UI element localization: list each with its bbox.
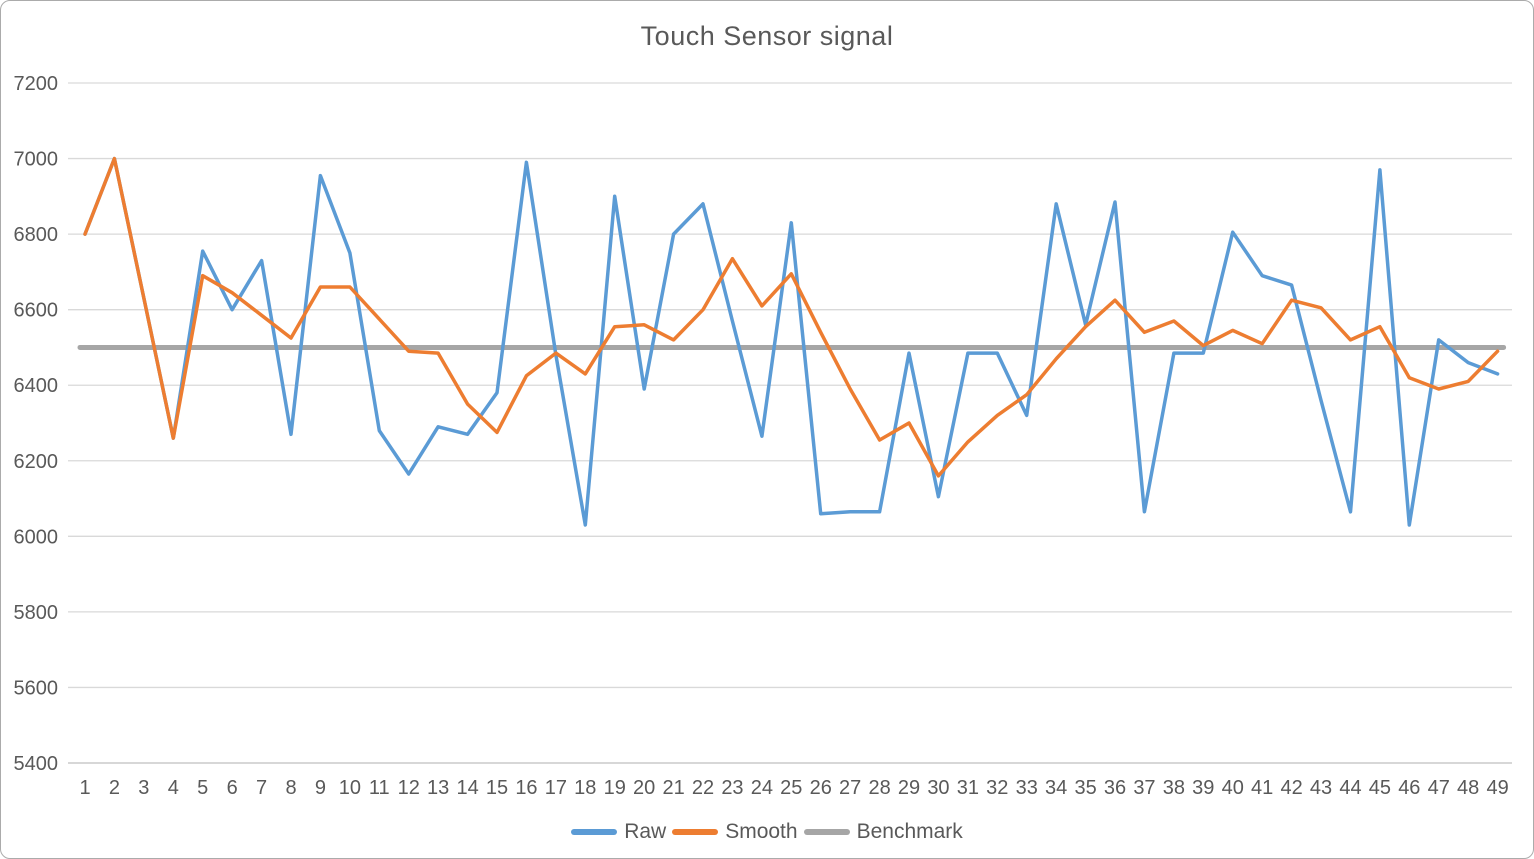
legend-item-smooth[interactable]: Smooth: [672, 820, 798, 844]
smooth-series-line: [83, 156, 1500, 478]
x-tick-label: 29: [898, 777, 920, 799]
x-tick-label: 38: [1163, 777, 1185, 799]
x-tick-label: 15: [486, 777, 508, 799]
raw-series-line: [83, 156, 1500, 527]
x-tick-label: 12: [398, 777, 420, 799]
x-tick-label: 3: [138, 777, 149, 799]
x-tick-label: 37: [1133, 777, 1155, 799]
legend-item-raw[interactable]: Raw: [571, 820, 666, 844]
y-tick-label: 6400: [14, 375, 59, 397]
x-tick-label: 4: [168, 777, 179, 799]
legend-label-benchmark: Benchmark: [856, 820, 963, 843]
x-tick-label: 8: [285, 777, 296, 799]
x-tick-label: 46: [1398, 777, 1420, 799]
legend: Raw Smooth Benchmark: [1, 820, 1533, 844]
x-tick-label: 24: [751, 777, 773, 799]
y-tick-label: 6800: [14, 224, 59, 246]
x-tick-label: 40: [1222, 777, 1244, 799]
y-tick-label: 5800: [14, 602, 59, 624]
x-tick-label: 47: [1428, 777, 1450, 799]
y-tick-label: 6200: [14, 451, 59, 473]
smooth-line-swatch: [672, 829, 719, 835]
x-tick-label: 41: [1251, 777, 1273, 799]
x-tick-label: 1: [79, 777, 90, 799]
x-tick-label: 48: [1457, 777, 1479, 799]
legend-item-benchmark[interactable]: Benchmark: [803, 820, 963, 844]
x-tick-label: 20: [633, 777, 655, 799]
legend-label-smooth: Smooth: [725, 820, 798, 843]
y-tick-label: 5400: [14, 753, 59, 775]
y-tick-label: 6000: [14, 526, 59, 548]
x-tick-label: 44: [1339, 777, 1361, 799]
x-tick-label: 26: [810, 777, 832, 799]
x-tick-label: 25: [780, 777, 802, 799]
raw-line-swatch: [571, 829, 618, 835]
x-tick-label: 39: [1192, 777, 1214, 799]
y-tick-label: 6600: [14, 300, 59, 322]
x-tick-label: 33: [1016, 777, 1038, 799]
x-tick-label: 7: [256, 777, 267, 799]
x-tick-label: 31: [957, 777, 979, 799]
x-tick-label: 23: [721, 777, 743, 799]
x-tick-label: 14: [456, 777, 478, 799]
x-tick-label: 18: [574, 777, 596, 799]
x-tick-label: 30: [927, 777, 949, 799]
x-tick-label: 13: [427, 777, 449, 799]
x-tick-label: 32: [986, 777, 1008, 799]
x-tick-label: 45: [1369, 777, 1391, 799]
x-tick-label: 19: [604, 777, 626, 799]
chart-title: Touch Sensor signal: [640, 21, 894, 51]
y-tick-label: 7000: [14, 149, 59, 171]
x-tick-label: 11: [369, 777, 390, 799]
x-tick-label: 35: [1074, 777, 1096, 799]
x-tick-label: 6: [227, 777, 238, 799]
x-tick-label: 43: [1310, 777, 1332, 799]
x-tick-label: 17: [545, 777, 567, 799]
x-tick-label: 42: [1280, 777, 1302, 799]
x-tick-label: 9: [315, 777, 326, 799]
y-tick-label: 7200: [14, 73, 59, 95]
x-tick-label: 49: [1486, 777, 1508, 799]
x-tick-label: 5: [197, 777, 208, 799]
x-tick-label: 28: [868, 777, 890, 799]
y-tick-label: 5600: [14, 677, 59, 699]
legend-label-raw: Raw: [624, 820, 667, 843]
benchmark-line-swatch: [803, 829, 850, 835]
x-tick-label: 34: [1045, 777, 1067, 799]
x-tick-label: 10: [339, 777, 361, 799]
x-tick-label: 2: [109, 777, 120, 799]
x-tick-label: 22: [692, 777, 714, 799]
x-tick-label: 21: [662, 777, 684, 799]
x-tick-label: 36: [1104, 777, 1126, 799]
x-tick-label: 16: [515, 777, 537, 799]
x-tick-label: 27: [839, 777, 861, 799]
